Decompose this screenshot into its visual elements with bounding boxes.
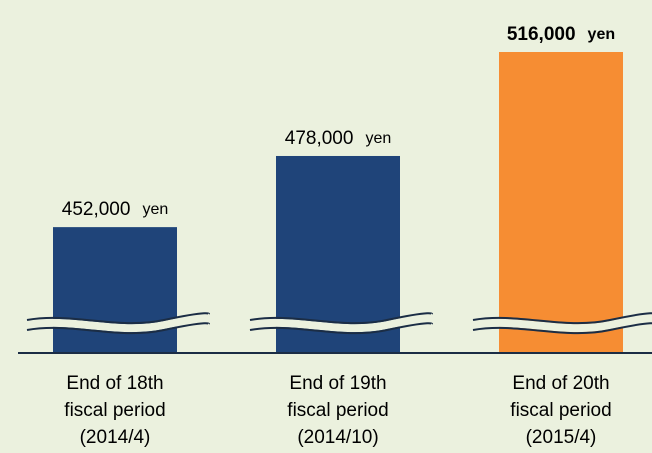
value-label: 478,000 yen [285,128,391,149]
value-number: 478,000 [285,128,354,149]
value-number: 516,000 [507,24,576,45]
x-tick-label: (2014/10) [297,427,378,448]
break-line [26,312,210,325]
bar [53,227,177,353]
x-tick-label: End of 20th [512,373,609,394]
break-line [472,312,652,325]
value-label: 452,000 yen [62,199,168,220]
value-unit: yen [142,201,168,218]
break-line [249,322,433,335]
x-tick-label: fiscal period [510,400,611,421]
break-line [249,312,433,325]
x-tick-label: fiscal period [287,400,388,421]
x-tick-label: (2014/4) [80,427,151,448]
x-tick-label: fiscal period [64,400,165,421]
bar [499,52,623,353]
x-tick-label: (2015/4) [526,427,597,448]
break-gap [472,314,652,333]
value-unit: yen [588,26,616,43]
break-line [26,322,210,335]
value-label: 516,000 yen [507,24,615,45]
x-tick-label: End of 19th [289,373,386,394]
x-tick-label: End of 18th [66,373,163,394]
value-unit: yen [365,130,391,147]
value-number: 452,000 [62,199,131,220]
break-line [472,322,652,335]
